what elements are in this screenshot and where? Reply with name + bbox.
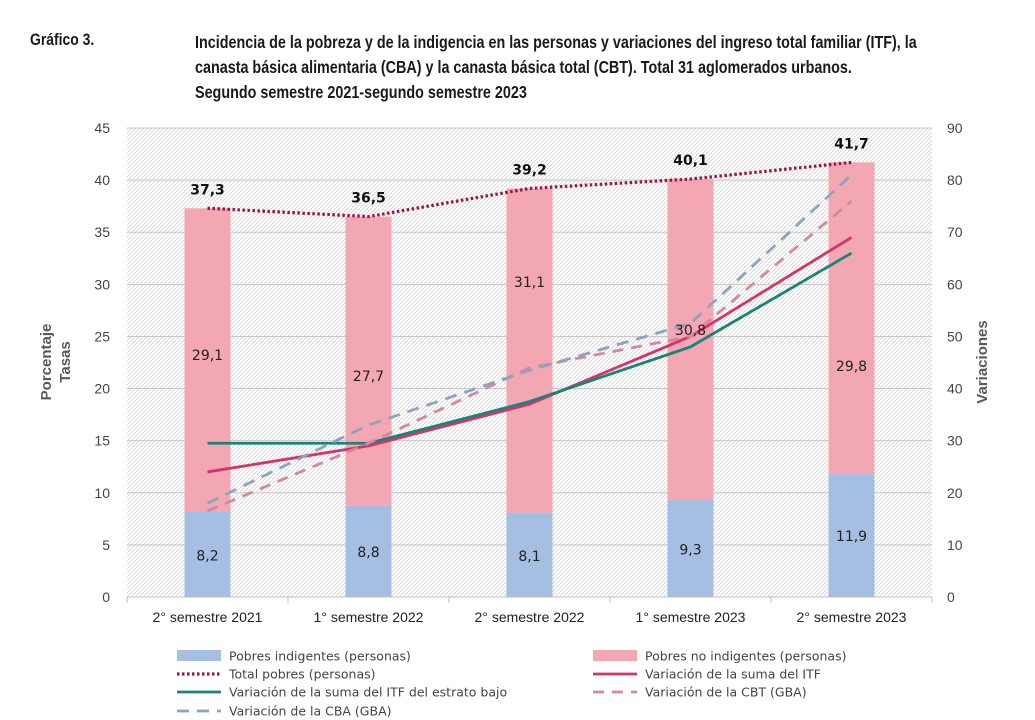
- bar-indigentes-1: [345, 505, 392, 597]
- y-right-tick-7: 70: [947, 224, 963, 240]
- label-indigentes-4: 11,9: [836, 529, 867, 545]
- x-tick-label-2: 2° semestre 2022: [475, 609, 585, 625]
- y-right-tick-5: 50: [947, 328, 963, 344]
- y-left-title-line-2: Tasas: [57, 341, 74, 382]
- y-right-tick-3: 30: [947, 433, 963, 449]
- y-left-tick-9: 45: [94, 120, 110, 136]
- label-total-2: 39,2: [512, 162, 547, 178]
- x-tick-label-3: 1° semestre 2023: [636, 609, 746, 625]
- label-no-indigentes-3: 30,8: [675, 323, 706, 339]
- y-left-tick-2: 10: [94, 485, 110, 501]
- chart-title: Incidencia de la pobreza y de la indigen…: [195, 30, 990, 105]
- y-left-tick-0: 0: [102, 589, 110, 605]
- legend-label-6: Variación de la CBA (GBA): [229, 704, 392, 719]
- legend-label-0: Pobres indigentes (personas): [229, 649, 411, 664]
- label-no-indigentes-0: 29,1: [192, 348, 223, 364]
- legend-label-3: Variación de la suma del ITF: [645, 667, 821, 682]
- legend-label-4: Variación de la suma del ITF del estrato…: [229, 685, 507, 700]
- x-tick-label-4: 2° semestre 2023: [797, 609, 907, 625]
- legend-swatch-1: [593, 650, 637, 661]
- legend-label-2: Total pobres (personas): [228, 667, 376, 682]
- legend: Pobres indigentes (personas) Pobres no in…: [177, 649, 846, 719]
- legend-swatch-0: [177, 650, 221, 661]
- bar-no-indigentes-2: [506, 188, 553, 513]
- y-left-tick-1: 5: [102, 537, 110, 553]
- bar-indigentes-3: [667, 500, 714, 597]
- label-indigentes-3: 9,3: [679, 543, 701, 559]
- legend-label-1: Pobres no indigentes (personas): [645, 649, 846, 664]
- line-series-3: [206, 199, 853, 513]
- axes: 0 5 10 15 20 25 30 35 40 45 0 10 20 30 40 50 60 70 80 90 2° …: [94, 120, 962, 625]
- y-left-title-line-1: Porcentaje: [38, 324, 55, 401]
- line-series-0: [207, 160, 852, 219]
- figure-label: Gráfico 3.: [30, 30, 95, 49]
- label-total-1: 36,5: [351, 191, 386, 207]
- y-right-tick-6: 60: [947, 276, 963, 292]
- label-indigentes-2: 8,1: [518, 549, 540, 565]
- y-right-tick-1: 10: [947, 537, 963, 553]
- label-no-indigentes-2: 31,1: [514, 275, 545, 291]
- label-total-4: 41,7: [834, 136, 869, 152]
- series-lines: [206, 160, 853, 513]
- legend-label-5: Variación de la CBT (GBA): [645, 685, 807, 700]
- bar-no-indigentes-0: [184, 208, 231, 512]
- line-series-4: [206, 173, 853, 505]
- line-series-1: [207, 236, 853, 474]
- bar-no-indigentes-4: [828, 162, 875, 473]
- y-left-tick-3: 15: [94, 433, 110, 449]
- label-total-3: 40,1: [673, 153, 708, 169]
- bars: [184, 162, 875, 597]
- y-right-tick-9: 90: [947, 120, 963, 136]
- chart-title-line-2: canasta básica alimentaria (CBA) y la ca…: [195, 57, 852, 77]
- y-left-tick-7: 35: [94, 224, 110, 240]
- chart-title-line-3: Segundo semestre 2021-segundo semestre 2…: [195, 82, 527, 102]
- y-left-tick-6: 30: [94, 276, 110, 292]
- label-indigentes-1: 8,8: [357, 545, 379, 561]
- label-no-indigentes-4: 29,8: [836, 359, 867, 375]
- bar-indigentes-2: [506, 512, 553, 597]
- line-series-2: [207, 251, 853, 445]
- chart-title-line-1: Incidencia de la pobreza y de la indigen…: [195, 32, 917, 52]
- bar-indigentes-0: [184, 511, 231, 597]
- y-right-tick-2: 20: [947, 485, 963, 501]
- label-no-indigentes-1: 27,7: [353, 369, 384, 385]
- bar-no-indigentes-1: [345, 216, 392, 506]
- y-left-tick-4: 20: [94, 381, 110, 397]
- bar-indigentes-4: [828, 472, 875, 597]
- y-right-title: Variaciones: [974, 320, 991, 403]
- y-left-tick-5: 25: [94, 328, 110, 344]
- y-right-tick-4: 40: [947, 381, 963, 397]
- data-labels: 8,2 29,1 37,3 8,8 27,7 36,5 8,1 31,1 39,2 9,3 30,8…: [190, 136, 869, 564]
- label-indigentes-0: 8,2: [196, 548, 218, 564]
- y-right-tick-8: 80: [947, 172, 963, 188]
- y-right-tick-0: 0: [947, 589, 955, 605]
- y-left-tick-8: 40: [94, 172, 110, 188]
- x-tick-label-1: 1° semestre 2022: [314, 609, 424, 625]
- label-total-0: 37,3: [190, 182, 225, 198]
- x-tick-label-0: 2° semestre 2021: [153, 609, 263, 625]
